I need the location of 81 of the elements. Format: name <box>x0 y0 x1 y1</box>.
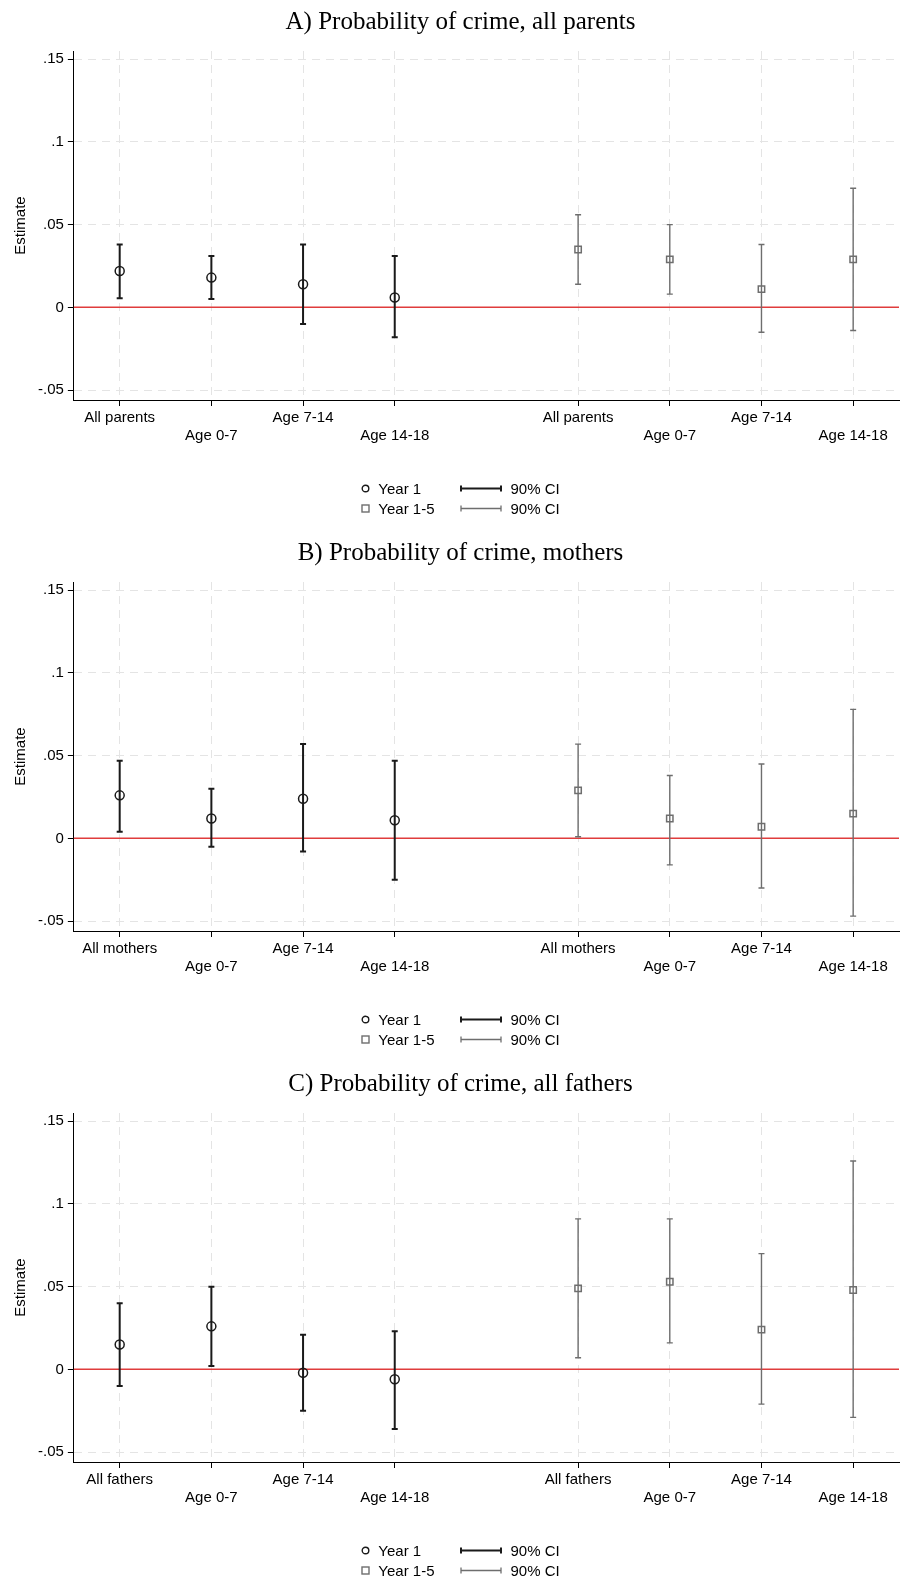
point <box>665 814 674 823</box>
x-tick-label: Age 0-7 <box>185 957 238 975</box>
y-tick-label: .05 <box>42 1276 64 1294</box>
y-tick-label: -.05 <box>37 911 64 929</box>
x-tick-label: Age 14-18 <box>360 426 430 444</box>
x-tick-label: Age 7-14 <box>272 939 334 957</box>
point <box>574 1284 583 1293</box>
point <box>206 813 217 824</box>
x-tick-label: Age 14-18 <box>818 426 888 444</box>
y-axis-title: Estimate <box>11 1258 29 1317</box>
point <box>389 1374 400 1385</box>
x-tick-label: Age 7-14 <box>272 1470 334 1488</box>
legend-label: Year 1 <box>378 1010 422 1028</box>
x-tick-label: Age 0-7 <box>643 426 697 444</box>
legend-label: Year 1-5 <box>378 1030 435 1048</box>
text: 90% CI <box>510 499 560 517</box>
x-tick-label: Age 14-18 <box>818 1488 888 1506</box>
y-tick-label: 0 <box>55 828 64 846</box>
x-tick-label: Age 14-18 <box>818 957 888 975</box>
point <box>297 793 309 804</box>
text: 90% CI <box>510 1561 560 1579</box>
x-tick-label: Age 0-7 <box>643 1488 697 1506</box>
y-tick-label: .05 <box>42 745 64 763</box>
point <box>297 1367 309 1378</box>
x-tick-label: All fathers <box>86 1470 154 1488</box>
y-tick-label: -.05 <box>37 1442 64 1460</box>
x-tick-label: Age 14-18 <box>360 957 430 975</box>
point <box>849 809 858 818</box>
point <box>114 1339 125 1350</box>
text: 90% CI <box>510 1541 560 1559</box>
y-tick-label: .15 <box>42 580 64 598</box>
point <box>849 1286 858 1294</box>
x-tick-label: Age 14-18 <box>360 1488 430 1506</box>
point <box>757 285 766 294</box>
y-tick-label: 0 <box>55 297 64 315</box>
x-tick-label: Age 0-7 <box>185 1488 238 1506</box>
legend-label: Year 1 <box>378 1541 422 1559</box>
text: 90% CI <box>510 1030 560 1048</box>
point <box>114 265 125 277</box>
point <box>389 814 400 826</box>
x-tick-label: Age 7-14 <box>731 939 792 957</box>
x-tick-label: All mothers <box>540 939 616 957</box>
y-tick-label: .1 <box>51 663 64 681</box>
point <box>849 255 858 264</box>
x-tick-label: Age 7-14 <box>731 408 792 426</box>
text: 90% CI <box>510 479 560 497</box>
legend-label: Year 1-5 <box>378 499 435 517</box>
x-tick-label: All parents <box>84 408 156 426</box>
point <box>574 245 583 254</box>
y-axis-title: Estimate <box>11 727 29 786</box>
chart-title: A) Probability of crime, all parents <box>284 6 637 37</box>
legend-label: Year 1-5 <box>378 1561 435 1579</box>
y-tick-label: .15 <box>42 1111 64 1129</box>
point <box>206 272 217 283</box>
chart-title: B) Probability of crime, mothers <box>296 537 625 568</box>
y-tick-label: -.05 <box>37 380 64 398</box>
y-axis-title: Estimate <box>11 196 29 255</box>
x-tick-label: Age 0-7 <box>185 426 238 444</box>
point <box>297 278 309 290</box>
y-tick-label: 0 <box>55 1359 64 1377</box>
chart-title: C) Probability of crime, all fathers <box>287 1068 634 1098</box>
x-tick-label: Age 7-14 <box>731 1470 792 1488</box>
point <box>206 1321 217 1332</box>
text: 90% CI <box>510 1010 560 1028</box>
x-tick-label: All mothers <box>82 939 158 957</box>
point <box>574 786 583 795</box>
y-tick-label: .1 <box>51 1194 64 1212</box>
point <box>757 1325 766 1334</box>
legend-label: Year 1 <box>378 479 422 497</box>
point <box>389 292 400 303</box>
point <box>114 790 125 801</box>
y-tick-label: .1 <box>51 132 64 150</box>
point <box>757 822 766 831</box>
y-tick-label: .05 <box>42 214 64 232</box>
x-tick-label: All fathers <box>544 1470 612 1488</box>
y-tick-label: .15 <box>42 49 64 67</box>
x-tick-label: All parents <box>542 408 614 426</box>
point <box>665 255 674 264</box>
x-tick-label: Age 7-14 <box>272 408 334 426</box>
x-tick-label: Age 0-7 <box>643 957 697 975</box>
point <box>665 1277 674 1286</box>
